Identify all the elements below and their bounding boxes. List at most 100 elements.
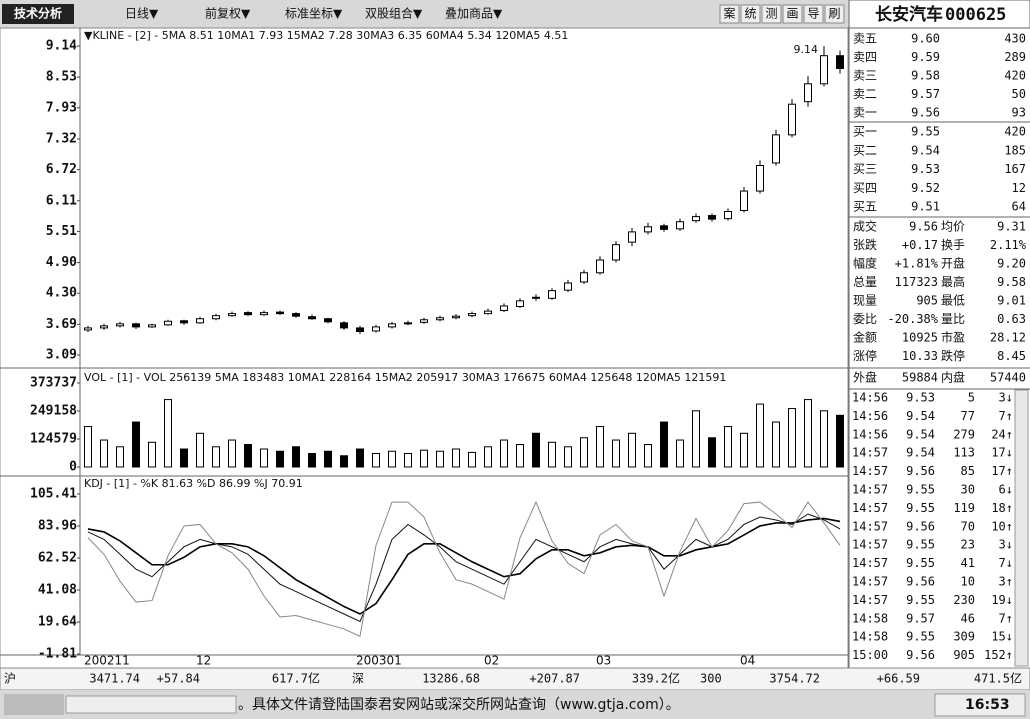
stat-value: 28.12: [990, 331, 1026, 345]
volume-bar: [484, 446, 492, 468]
volume-bar: [420, 449, 428, 468]
tech-button[interactable]: [2, 4, 74, 24]
volume-bar: [500, 439, 508, 468]
sell-label: 卖一: [853, 106, 877, 120]
tick-count: 3↑: [999, 575, 1013, 589]
stock-name: 长安汽车: [875, 4, 943, 25]
volume-bar: [180, 448, 188, 468]
tick-count: 7↓: [999, 556, 1013, 570]
x-tick-label: 02: [484, 654, 499, 668]
volume-bar: [228, 439, 236, 468]
tool-button[interactable]: [761, 4, 782, 24]
stat-label: 现量: [853, 294, 877, 308]
volume-bar: [804, 399, 812, 468]
tech-button-label[interactable]: 技术分析: [14, 6, 62, 21]
tool-button[interactable]: [740, 4, 761, 24]
tick-time: 14:56: [852, 409, 888, 423]
tick-count: 15↓: [991, 630, 1013, 644]
scrollbar[interactable]: [1014, 389, 1029, 667]
volume-bar: [212, 446, 220, 468]
tick-count: 6↓: [999, 483, 1013, 497]
candle: [324, 318, 332, 323]
legend-title: ▼KLINE - [2] -: [84, 29, 158, 42]
menu[interactable]: 标准坐标▼: [285, 7, 343, 21]
stat-label: 均价: [941, 220, 965, 234]
sell-label: 卖四: [853, 50, 877, 64]
y-tick-label: 124579: [30, 432, 77, 447]
tick-count: 7↑: [999, 611, 1013, 625]
legend-value: 70.91: [271, 477, 303, 490]
outer-label: 外盘: [853, 370, 877, 385]
tool-label[interactable]: 统: [744, 7, 756, 21]
sell-volume: 289: [1004, 50, 1026, 64]
volume-bar: [404, 453, 412, 468]
candle: [212, 315, 220, 320]
stat-label: 最高: [941, 274, 965, 289]
menu[interactable]: 前复权▼: [205, 6, 251, 21]
indicator-value: 7.93: [259, 29, 284, 42]
volume-bar: [660, 421, 668, 468]
tick-price: 9.55: [906, 630, 935, 644]
indicator-name: 5MA: [215, 371, 239, 384]
y-tick-label: 3.09: [46, 348, 77, 363]
candle: [532, 296, 540, 299]
status-item: 471.5亿: [974, 671, 1022, 686]
volume-bar: [644, 444, 652, 468]
candle: [708, 215, 716, 220]
tick-time: 14:58: [852, 611, 888, 625]
stat-value: 9.31: [997, 220, 1026, 234]
tick-volume: 10: [961, 575, 975, 589]
candle: [100, 325, 108, 329]
candle: [692, 216, 700, 222]
tool-button[interactable]: [719, 4, 740, 24]
tool-label[interactable]: 案: [723, 6, 735, 21]
y-tick-label: 8.53: [46, 70, 77, 85]
tick-time: 14:57: [852, 464, 888, 478]
candle: [772, 134, 780, 164]
menu[interactable]: 日线▼: [125, 7, 159, 21]
chart-frame: [0, 27, 849, 669]
y-tick-label: 0: [69, 460, 77, 475]
buy-volume: 420: [1004, 125, 1026, 139]
x-tick-label: 200301: [356, 654, 402, 668]
y-tick-label: 41.08: [38, 582, 77, 597]
tool-button[interactable]: [782, 4, 803, 24]
indicator-name: 10MA1: [217, 29, 255, 42]
indicator-value: 121591: [684, 371, 726, 384]
menu[interactable]: 双股组合▼: [365, 6, 423, 21]
indicator-name: 60MA4: [549, 371, 587, 384]
candle: [436, 317, 444, 321]
volume-bar: [260, 448, 268, 468]
tool-button[interactable]: [824, 4, 845, 24]
sell-volume: 420: [1004, 69, 1026, 83]
tabs[interactable]: [65, 695, 237, 714]
volume-bar: [676, 439, 684, 468]
y-tick-label: 6.11: [46, 193, 77, 208]
tool-label[interactable]: 导: [807, 7, 819, 21]
stat-label: 换手: [941, 238, 965, 252]
indicator-value: 6.35: [398, 29, 423, 42]
status-bar: [0, 667, 1030, 691]
tool-label[interactable]: 刷: [828, 7, 840, 21]
volume-bar: [548, 441, 556, 468]
y-tick-label: 5.51: [46, 224, 77, 239]
legend: VOL - [1] - VOL 256139 5MA 183483 10MA1 …: [84, 371, 726, 384]
tool-label[interactable]: 画: [786, 7, 798, 21]
buy-volume: 64: [1012, 200, 1026, 214]
tick-price: 9.53: [906, 391, 935, 405]
tick-price: 9.56: [906, 464, 935, 478]
tick-price: 9.55: [906, 483, 935, 497]
candle: [740, 190, 748, 211]
stat-value: 8.45: [997, 349, 1026, 363]
tool-button[interactable]: [803, 4, 824, 24]
volume-bar: [772, 421, 780, 468]
menu[interactable]: 叠加商品▼: [445, 6, 503, 21]
tick-time: 14:57: [852, 556, 888, 570]
inner-value: 57440: [990, 371, 1026, 385]
buy-label: 买四: [853, 181, 877, 195]
indicator-value: 205917: [416, 371, 458, 384]
y-tick-label: 7.32: [46, 131, 77, 146]
kdj-line: [87, 517, 841, 615]
volume-bar: [84, 426, 92, 468]
tool-label[interactable]: 测: [765, 7, 777, 21]
